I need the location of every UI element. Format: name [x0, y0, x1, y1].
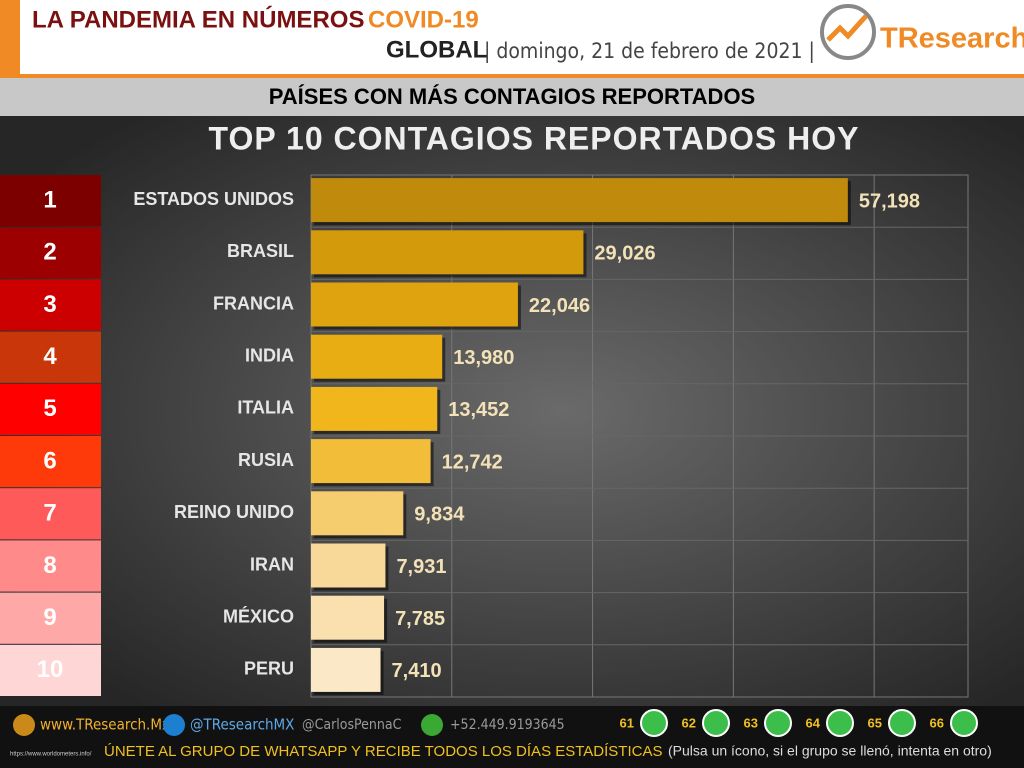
rank-label: 5	[43, 395, 56, 422]
category-label: REINO UNIDO	[174, 502, 294, 522]
category-label: IRAN	[250, 554, 294, 574]
whatsapp-button[interactable]	[888, 709, 916, 737]
group-number: 62	[682, 715, 696, 730]
group-number: 65	[868, 715, 882, 730]
footer-source: https://www.worldometers.info/	[10, 752, 92, 758]
header-bg	[0, 0, 1024, 74]
header-rule	[0, 74, 1024, 78]
rank-box	[0, 436, 101, 488]
bar	[311, 282, 518, 327]
rank-label: 1	[43, 186, 56, 213]
web-icon	[13, 714, 35, 736]
footer-cta-note: (Pulsa un ícono, si el grupo se llenó, i…	[668, 743, 992, 759]
bar	[311, 439, 431, 484]
rank-box	[0, 540, 101, 592]
value-label: 57,198	[859, 190, 920, 212]
rank-label: 7	[43, 500, 56, 527]
category-label: BRASIL	[227, 241, 294, 261]
logo-ring	[820, 4, 876, 60]
bar	[311, 647, 381, 692]
banner-bg	[0, 78, 1024, 116]
footer-cta: ÚNETE AL GRUPO DE WHATSAPP Y RECIBE TODO…	[104, 743, 662, 760]
bar	[311, 334, 443, 379]
bar	[311, 230, 584, 275]
group-number: 64	[806, 715, 821, 730]
whatsapp-button[interactable]	[764, 709, 792, 737]
bar	[311, 491, 404, 536]
category-label: INDIA	[245, 345, 294, 365]
value-label: 22,046	[529, 295, 590, 317]
logo-arrow	[826, 14, 868, 42]
value-label: 7,785	[395, 608, 445, 630]
category-label: ITALIA	[237, 398, 294, 418]
category-label: MÉXICO	[223, 605, 294, 626]
whatsapp-button[interactable]	[702, 709, 730, 737]
rank-box	[0, 227, 101, 279]
value-label: 13,980	[453, 347, 514, 369]
value-label: 7,931	[396, 556, 446, 578]
rank-label: 4	[43, 343, 57, 370]
whatsapp-button[interactable]	[950, 709, 978, 737]
value-label: 12,742	[442, 451, 503, 473]
value-label: 7,410	[392, 660, 442, 682]
rank-label: 2	[43, 239, 56, 266]
category-label: PERU	[244, 659, 294, 679]
phone-icon	[421, 714, 443, 736]
value-label: 29,026	[594, 243, 655, 265]
bar	[311, 178, 848, 223]
header-date: | domingo, 21 de febrero de 2021 |	[484, 39, 815, 64]
rank-label: 8	[43, 552, 56, 579]
rank-box	[0, 383, 101, 435]
footer-phone: +52.449.9193645	[450, 717, 565, 733]
chart-title: TOP 10 CONTAGIOS REPORTADOS HOY	[209, 120, 860, 156]
category-label: ESTADOS UNIDOS	[133, 189, 294, 209]
bar	[311, 386, 438, 431]
group-number: 66	[930, 715, 944, 730]
bar	[311, 595, 385, 640]
header-title: LA PANDEMIA EN NÚMEROS	[32, 5, 364, 33]
rank-box	[0, 644, 101, 696]
rank-label: 9	[43, 604, 56, 631]
header-scope: GLOBAL	[386, 36, 487, 63]
rank-label: 10	[37, 656, 64, 683]
whatsapp-button[interactable]	[826, 709, 854, 737]
rank-box	[0, 175, 101, 227]
category-label: RUSIA	[238, 450, 294, 470]
group-number: 61	[620, 715, 634, 730]
banner: PAÍSES CON MÁS CONTAGIOS REPORTADOS	[269, 84, 755, 109]
rank-box	[0, 279, 101, 331]
footer-site: www.TResearch.Mx	[40, 716, 170, 734]
group-number: 63	[744, 715, 758, 730]
footer-twitter: @TResearchMX	[190, 716, 294, 734]
bar	[311, 543, 386, 588]
header-accent	[0, 0, 20, 74]
value-label: 13,452	[448, 399, 509, 421]
rank-label: 6	[43, 447, 56, 474]
whatsapp-button[interactable]	[640, 709, 668, 737]
rank-label: 3	[43, 291, 56, 318]
twitter-icon	[163, 714, 185, 736]
rank-box	[0, 592, 101, 644]
footer-personal: @CarlosPennaC	[302, 717, 402, 733]
category-label: FRANCIA	[213, 293, 294, 313]
header-highlight: COVID-19	[368, 6, 479, 33]
logo-text: TResearch	[880, 23, 1024, 55]
value-label: 9,834	[414, 504, 465, 526]
rank-box	[0, 331, 101, 383]
rank-box	[0, 488, 101, 540]
